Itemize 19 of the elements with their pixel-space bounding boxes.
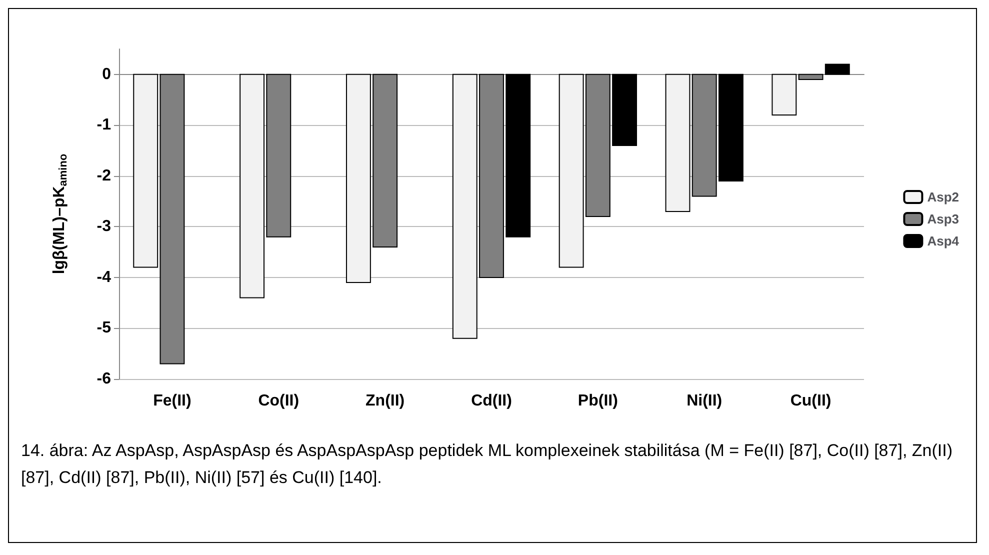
x-tick-label: Cu(II)	[790, 392, 832, 410]
y-tick-label: 0	[102, 66, 112, 83]
legend-label: Asp3	[927, 212, 960, 226]
x-tick-label: Fe(II)	[153, 392, 192, 410]
y-tick-label: -5	[96, 320, 112, 337]
y-tick-label: -2	[96, 167, 112, 184]
x-tick-label: Cd(II)	[471, 392, 512, 410]
x-tick-label: Ni(II)	[686, 392, 722, 410]
legend-label: Asp2	[927, 190, 960, 204]
y-axis-title: lgβ(ML)–pKamino	[51, 154, 70, 274]
x-tick-label: Co(II)	[258, 392, 300, 410]
y-tick-label: -4	[96, 268, 112, 286]
text: 14. ábra: Az AspAsp, AspAspAsp és AspAspAspAsp peptidek ML komplexeinek stabilitása (M = Fe(II) [87], Co(II) [87], Zn(II) [87], Cd(II) [87], Pb(II), Ni(II) [57] és Cu(II) [140].	[21, 440, 954, 489]
y-tick-label: -3	[96, 218, 112, 236]
x-tick-label: Pb(II)	[578, 392, 618, 410]
y-tick-label: -6	[96, 370, 112, 388]
y-tick-label: -1	[96, 116, 112, 134]
x-tick-label: Zn(II)	[366, 392, 405, 410]
legend-label: Asp4	[927, 234, 960, 248]
